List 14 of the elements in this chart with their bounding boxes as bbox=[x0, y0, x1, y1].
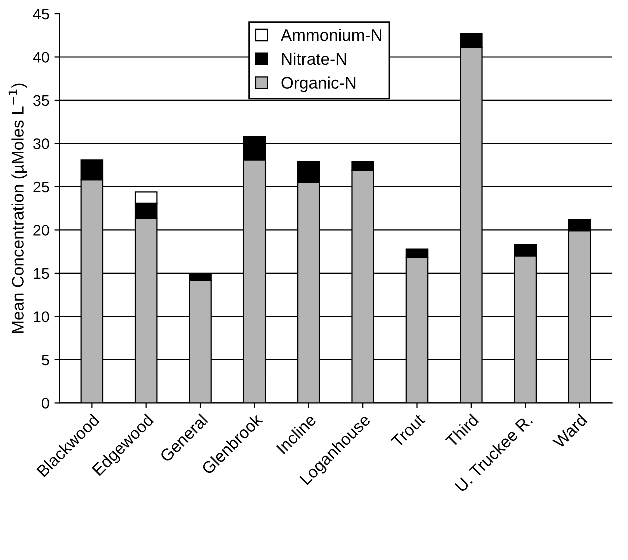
legend-label: Ammonium-N bbox=[281, 29, 382, 42]
y-tick-label: 25 bbox=[34, 182, 50, 193]
legend-label: Organic-N bbox=[282, 76, 356, 92]
y-tick-label: 30 bbox=[34, 138, 50, 150]
y-tick-label: 5 bbox=[42, 354, 50, 366]
legend-label: Nitrate-N bbox=[282, 52, 346, 66]
y-axis-title: Mean Concentration (µMoles L$^{−1}$) bbox=[8, 84, 28, 334]
y-tick-label: 35 bbox=[34, 95, 50, 106]
y-tick-label: 40 bbox=[33, 52, 50, 63]
y-tick-label: 20 bbox=[34, 225, 50, 236]
y-tick-label: 0 bbox=[42, 398, 50, 409]
y-tick-label: 10 bbox=[34, 312, 50, 322]
y-tick-label: 15 bbox=[34, 268, 50, 280]
y-tick-label: 45 bbox=[33, 9, 50, 20]
